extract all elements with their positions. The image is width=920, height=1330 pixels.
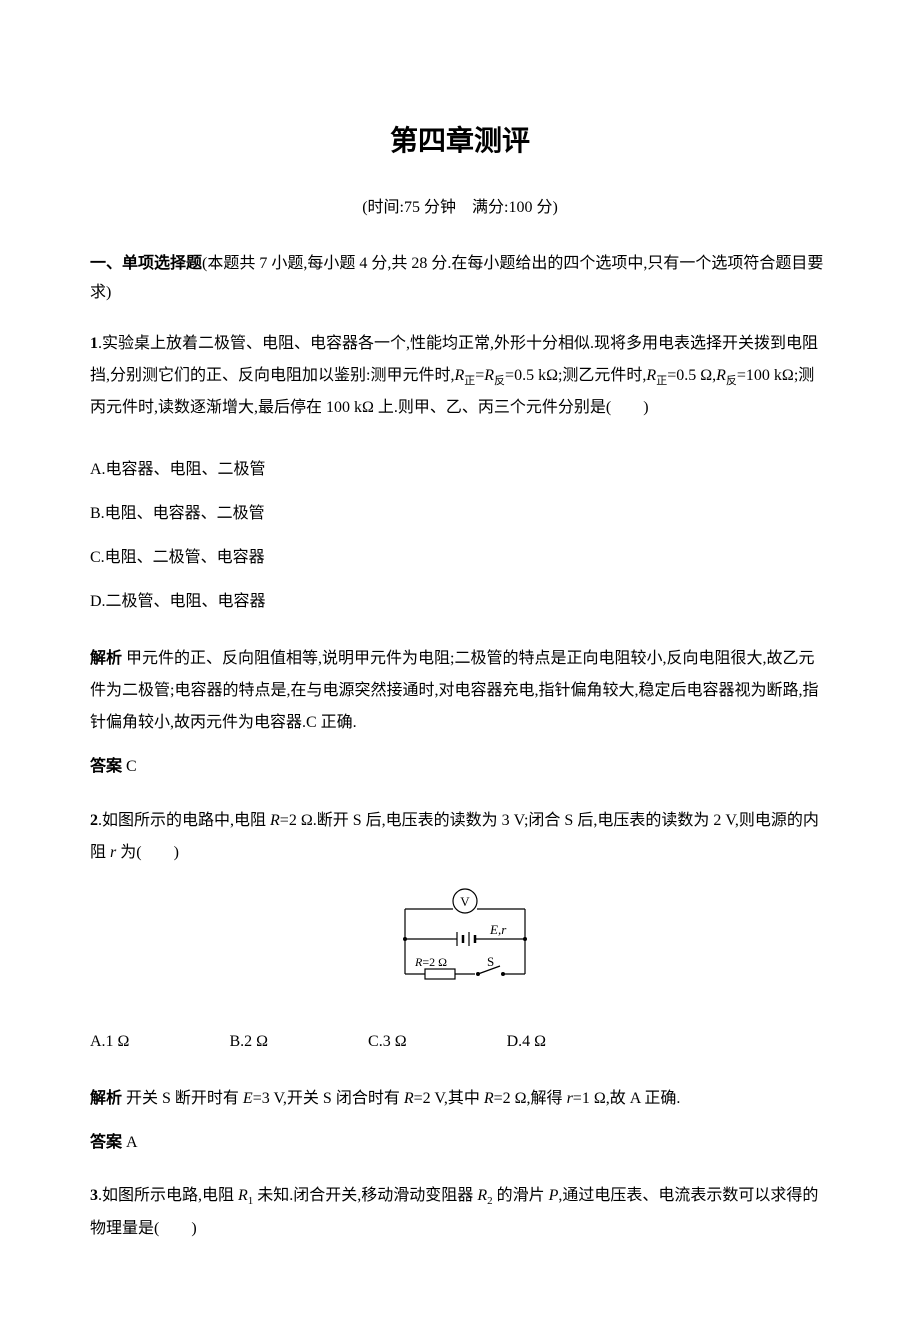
q1-v2: =0.5 Ω, bbox=[667, 367, 716, 384]
q1-r2: R bbox=[484, 367, 494, 384]
svg-text:R=2 Ω: R=2 Ω bbox=[414, 955, 447, 969]
q2-option-b: B.2 Ω bbox=[229, 1026, 268, 1058]
q1-option-c: C.电阻、二极管、电容器 bbox=[90, 542, 830, 574]
q3-number: 3 bbox=[90, 1187, 98, 1204]
circuit-svg: V E,r bbox=[375, 884, 545, 994]
q2-answer-text: A bbox=[122, 1134, 138, 1151]
q2-e3: =2 V,其中 bbox=[414, 1090, 484, 1107]
q1-option-d: D.二极管、电阻、电容器 bbox=[90, 586, 830, 618]
section-1-heading: 一、单项选择题(本题共 7 小题,每小题 4 分,共 28 分.在每小题给出的四… bbox=[90, 250, 830, 308]
q2-explanation: 解析 开关 S 断开时有 E=3 V,开关 S 闭合时有 R=2 V,其中 R=… bbox=[90, 1083, 830, 1115]
q2-rv3: R bbox=[404, 1090, 414, 1107]
q1-sub4: 反 bbox=[726, 375, 737, 387]
q3-p: P bbox=[549, 1187, 559, 1204]
q1-r1: R bbox=[454, 367, 464, 384]
q2-r1: R bbox=[270, 812, 280, 829]
q2-number: 2 bbox=[90, 812, 98, 829]
q1-r3: R bbox=[646, 367, 656, 384]
q3-t1: .如图所示电路,电阻 bbox=[98, 1187, 238, 1204]
q2-ev1: E bbox=[243, 1090, 253, 1107]
q1-eq1: = bbox=[475, 367, 484, 384]
q2-options: A.1 Ω B.2 Ω C.3 Ω D.4 Ω bbox=[90, 1026, 830, 1058]
q3-r1: R bbox=[238, 1187, 248, 1204]
q1-v1: =0.5 kΩ;测乙元件时, bbox=[505, 367, 646, 384]
q1-explain-text: 甲元件的正、反向阻值相等,说明甲元件为电阻;二极管的特点是正向电阻较小,反向电阻… bbox=[90, 650, 818, 731]
q1-sub3: 正 bbox=[656, 375, 667, 387]
q2-e5: =1 Ω,故 A 正确. bbox=[573, 1090, 681, 1107]
q1-r4: R bbox=[716, 367, 726, 384]
question-2-text: 2.如图所示的电路中,电阻 R=2 Ω.断开 S 后,电压表的读数为 3 V;闭… bbox=[90, 805, 830, 869]
q2-e4: =2 Ω,解得 bbox=[494, 1090, 567, 1107]
q1-answer-label: 答案 bbox=[90, 758, 122, 775]
q2-e1: 开关 S 断开时有 bbox=[122, 1090, 243, 1107]
q2-option-d: D.4 Ω bbox=[507, 1026, 546, 1058]
svg-text:V: V bbox=[460, 894, 470, 909]
q3-t3: 的滑片 bbox=[493, 1187, 549, 1204]
q2-option-a: A.1 Ω bbox=[90, 1026, 129, 1058]
svg-text:E,r: E,r bbox=[489, 922, 507, 937]
q1-sub2: 反 bbox=[494, 375, 505, 387]
q1-option-b: B.电阻、电容器、二极管 bbox=[90, 498, 830, 530]
q1-explanation: 解析 甲元件的正、反向阻值相等,说明甲元件为电阻;二极管的特点是正向电阻较小,反… bbox=[90, 643, 830, 739]
question-1-text: 1.实验桌上放着二极管、电阻、电容器各一个,性能均正常,外形十分相似.现将多用电… bbox=[90, 328, 830, 424]
section-1-bold: 一、单项选择题 bbox=[90, 255, 202, 272]
q1-option-a: A.电容器、电阻、二极管 bbox=[90, 454, 830, 486]
q2-e2: =3 V,开关 S 闭合时有 bbox=[253, 1090, 404, 1107]
q1-answer-text: C bbox=[122, 758, 137, 775]
q2-circuit-diagram: V E,r bbox=[90, 884, 830, 1006]
q2-answer-label: 答案 bbox=[90, 1134, 122, 1151]
svg-text:S: S bbox=[487, 954, 494, 969]
q2-t1: .如图所示的电路中,电阻 bbox=[98, 812, 270, 829]
question-2: 2.如图所示的电路中,电阻 R=2 Ω.断开 S 后,电压表的读数为 3 V;闭… bbox=[90, 805, 830, 1058]
question-3: 3.如图所示电路,电阻 R1 未知.闭合开关,移动滑动变阻器 R2 的滑片 P,… bbox=[90, 1180, 830, 1244]
q2-explain-label: 解析 bbox=[90, 1090, 122, 1107]
q3-r2: R bbox=[477, 1187, 487, 1204]
q2-rv4: R bbox=[484, 1090, 494, 1107]
question-3-text: 3.如图所示电路,电阻 R1 未知.闭合开关,移动滑动变阻器 R2 的滑片 P,… bbox=[90, 1180, 830, 1244]
q1-number: 1 bbox=[90, 335, 98, 352]
page-subtitle: (时间:75 分钟 满分:100 分) bbox=[90, 195, 830, 221]
q1-answer: 答案 C bbox=[90, 754, 830, 780]
page-title: 第四章测评 bbox=[90, 120, 830, 165]
q2-answer: 答案 A bbox=[90, 1130, 830, 1156]
q1-explain-label: 解析 bbox=[90, 650, 122, 667]
q2-t3: 为( ) bbox=[116, 844, 179, 861]
q1-sub1: 正 bbox=[464, 375, 475, 387]
q3-t2: 未知.闭合开关,移动滑动变阻器 bbox=[253, 1187, 477, 1204]
question-1: 1.实验桌上放着二极管、电阻、电容器各一个,性能均正常,外形十分相似.现将多用电… bbox=[90, 328, 830, 618]
q2-option-c: C.3 Ω bbox=[368, 1026, 407, 1058]
